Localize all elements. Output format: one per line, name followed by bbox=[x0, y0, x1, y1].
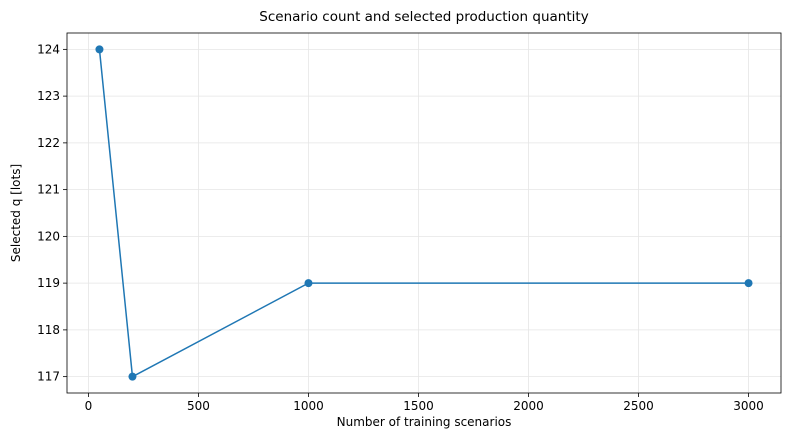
x-tick-label: 3000 bbox=[733, 399, 764, 413]
y-tick-label: 118 bbox=[37, 323, 60, 337]
x-tick-label: 2500 bbox=[623, 399, 654, 413]
y-tick-label: 117 bbox=[37, 370, 60, 384]
data-line bbox=[98, 49, 749, 378]
y-tick-label: 124 bbox=[37, 42, 60, 56]
y-tick-label: 121 bbox=[37, 183, 60, 197]
data-point bbox=[128, 372, 137, 381]
x-tick-label: 0 bbox=[85, 399, 93, 413]
x-tick-label: 1000 bbox=[293, 399, 324, 413]
x-tick-label: 500 bbox=[187, 399, 210, 413]
x-axis-label: Number of training scenarios bbox=[337, 415, 512, 429]
y-tick-label: 123 bbox=[37, 89, 60, 103]
plot-frame bbox=[66, 32, 782, 394]
y-axis-label: Selected q [lots] bbox=[9, 164, 23, 262]
data-point bbox=[95, 45, 104, 54]
x-tick-label: 1500 bbox=[403, 399, 434, 413]
y-tick-label: 122 bbox=[37, 136, 60, 150]
x-tick-label: 2000 bbox=[513, 399, 544, 413]
data-point bbox=[744, 279, 753, 288]
data-point bbox=[304, 279, 313, 288]
y-tick-label: 119 bbox=[37, 276, 60, 290]
y-tick-label: 120 bbox=[37, 229, 60, 243]
chart-title: Scenario count and selected production q… bbox=[259, 9, 588, 25]
